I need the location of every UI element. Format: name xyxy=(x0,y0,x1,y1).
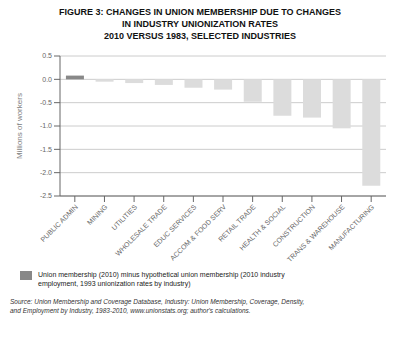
svg-text:-2.5: -2.5 xyxy=(40,192,52,199)
svg-text:PUBLIC ADMIN: PUBLIC ADMIN xyxy=(39,203,79,243)
svg-text:ACCOM & FOOD SERV: ACCOM & FOOD SERV xyxy=(169,203,228,262)
svg-text:RETAIL TRADE: RETAIL TRADE xyxy=(217,203,257,244)
svg-text:-0.5: -0.5 xyxy=(40,99,52,106)
svg-text:-2.0: -2.0 xyxy=(40,169,52,176)
svg-text:-1.5: -1.5 xyxy=(40,146,52,153)
svg-text:UTILITIES: UTILITIES xyxy=(110,203,138,231)
svg-text:0.5: 0.5 xyxy=(42,52,52,59)
html-text:FIGURE 3: CHANGES IN UNION MEM: FIGURE 3: CHANGES IN UNION MEMBERSHIP DU… xyxy=(58,7,342,41)
svg-text:EDUC SERVICES: EDUC SERVICES xyxy=(152,203,198,249)
svg-text:CONSTRUCTION: CONSTRUCTION xyxy=(271,203,317,249)
svg-text:-1.0: -1.0 xyxy=(40,122,52,129)
html-text:Source: Union Membership and C: Source: Union Membership and Coverage Da… xyxy=(10,298,305,314)
svg-text:0.0: 0.0 xyxy=(42,76,52,83)
svg-text:Millions of workers: Millions of workers xyxy=(15,93,24,159)
svg-text:WHOLESALE TRADE: WHOLESALE TRADE xyxy=(114,203,168,257)
svg-text:MANUFACTURING: MANUFACTURING xyxy=(327,203,375,251)
svg-text:HEALTH & SOCIAL: HEALTH & SOCIAL xyxy=(238,203,287,252)
svg-text:MINING: MINING xyxy=(86,203,109,226)
html-text:Union membership (2010) minus: Union membership (2010) minus hypothetic… xyxy=(38,271,285,287)
svg-text:TRANS & WAREHOUSE: TRANS & WAREHOUSE xyxy=(286,203,346,262)
